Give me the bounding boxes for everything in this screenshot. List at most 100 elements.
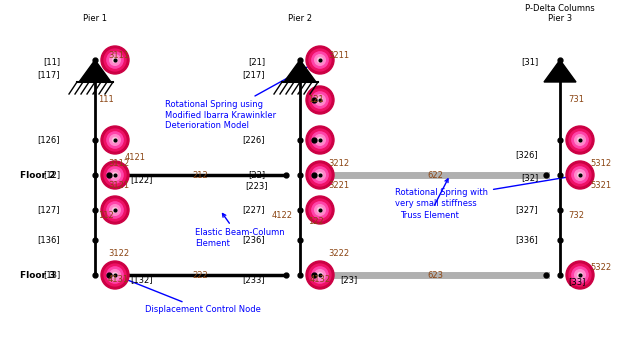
Text: 5321: 5321 <box>590 181 611 190</box>
Ellipse shape <box>318 207 323 213</box>
Ellipse shape <box>314 55 325 65</box>
Ellipse shape <box>314 135 325 145</box>
Ellipse shape <box>104 129 126 151</box>
Ellipse shape <box>569 129 591 151</box>
Ellipse shape <box>309 264 331 286</box>
Text: 212: 212 <box>192 171 208 180</box>
Ellipse shape <box>114 209 116 211</box>
Ellipse shape <box>574 270 585 280</box>
Text: [11]: [11] <box>43 57 60 66</box>
Ellipse shape <box>309 129 331 151</box>
Ellipse shape <box>114 59 116 61</box>
Ellipse shape <box>114 274 116 276</box>
Text: Floor 2: Floor 2 <box>20 171 55 180</box>
Ellipse shape <box>101 196 129 224</box>
Text: [22]: [22] <box>248 171 265 180</box>
Ellipse shape <box>578 272 583 278</box>
Text: [136]: [136] <box>37 236 60 245</box>
Ellipse shape <box>110 170 120 180</box>
Ellipse shape <box>101 261 129 289</box>
Ellipse shape <box>569 164 591 186</box>
Text: [226]: [226] <box>242 136 265 144</box>
Text: 731: 731 <box>568 96 584 105</box>
Ellipse shape <box>107 202 123 218</box>
Ellipse shape <box>309 49 331 71</box>
Text: [21]: [21] <box>248 57 265 66</box>
Ellipse shape <box>318 172 323 178</box>
Text: [126]: [126] <box>37 136 60 144</box>
Ellipse shape <box>104 49 126 71</box>
Ellipse shape <box>107 52 123 68</box>
Ellipse shape <box>572 167 588 183</box>
Ellipse shape <box>114 174 116 176</box>
Text: Displacement Control Node: Displacement Control Node <box>119 276 261 314</box>
Ellipse shape <box>112 207 117 213</box>
Text: [336]: [336] <box>515 236 538 245</box>
Ellipse shape <box>306 261 334 289</box>
Ellipse shape <box>566 161 594 189</box>
Ellipse shape <box>312 132 328 148</box>
Ellipse shape <box>110 55 120 65</box>
Ellipse shape <box>318 57 323 63</box>
Ellipse shape <box>578 172 583 178</box>
Ellipse shape <box>579 274 581 276</box>
Text: Rotational Spring using
Modified Ibarra Krawinkler
Deterioration Model: Rotational Spring using Modified Ibarra … <box>165 62 316 130</box>
Text: [23]: [23] <box>340 276 357 284</box>
Ellipse shape <box>309 89 331 111</box>
Ellipse shape <box>319 174 321 176</box>
Ellipse shape <box>107 167 123 183</box>
Text: Elastic Beam-Column
Element: Elastic Beam-Column Element <box>195 214 285 248</box>
Text: 3222: 3222 <box>328 249 349 258</box>
Ellipse shape <box>110 135 120 145</box>
Ellipse shape <box>578 138 583 142</box>
Text: 4122: 4122 <box>272 212 293 221</box>
Text: [13]: [13] <box>42 270 60 279</box>
Ellipse shape <box>574 135 585 145</box>
Ellipse shape <box>579 139 581 141</box>
Text: [33]: [33] <box>568 278 585 287</box>
Text: [223]: [223] <box>245 181 268 190</box>
Text: [117]: [117] <box>37 71 60 79</box>
Text: 3211: 3211 <box>328 51 349 60</box>
Text: 122: 122 <box>308 217 324 226</box>
Ellipse shape <box>101 46 129 74</box>
Text: 112: 112 <box>98 211 113 219</box>
Text: [132]: [132] <box>130 276 153 284</box>
Text: 3122: 3122 <box>108 249 129 258</box>
Text: 121: 121 <box>308 96 324 105</box>
Ellipse shape <box>312 267 328 283</box>
Text: P-Delta Columns: P-Delta Columns <box>525 4 595 13</box>
Text: 3121: 3121 <box>108 181 129 190</box>
Ellipse shape <box>107 267 123 283</box>
Ellipse shape <box>110 270 120 280</box>
Text: 5312: 5312 <box>590 159 611 168</box>
Ellipse shape <box>319 99 321 101</box>
Ellipse shape <box>319 209 321 211</box>
Ellipse shape <box>101 126 129 154</box>
Text: [217]: [217] <box>242 71 265 79</box>
Ellipse shape <box>572 132 588 148</box>
Text: [327]: [327] <box>515 205 538 215</box>
Text: 4131: 4131 <box>108 275 129 284</box>
Polygon shape <box>79 60 111 82</box>
Text: 622: 622 <box>427 171 443 180</box>
Text: 4121: 4121 <box>125 153 146 162</box>
Ellipse shape <box>112 172 117 178</box>
Text: 222: 222 <box>192 271 208 280</box>
Text: 3111: 3111 <box>108 51 129 60</box>
Text: 623: 623 <box>427 271 443 280</box>
Polygon shape <box>544 60 576 82</box>
Ellipse shape <box>579 174 581 176</box>
Text: 3212: 3212 <box>328 159 349 168</box>
Text: 4132: 4132 <box>310 275 331 284</box>
Ellipse shape <box>566 126 594 154</box>
Ellipse shape <box>306 86 334 114</box>
Ellipse shape <box>306 126 334 154</box>
Ellipse shape <box>104 199 126 221</box>
Ellipse shape <box>319 139 321 141</box>
Text: 3221: 3221 <box>328 181 349 190</box>
Text: Floor 3: Floor 3 <box>20 270 55 279</box>
Ellipse shape <box>107 132 123 148</box>
Ellipse shape <box>312 167 328 183</box>
Ellipse shape <box>314 205 325 215</box>
